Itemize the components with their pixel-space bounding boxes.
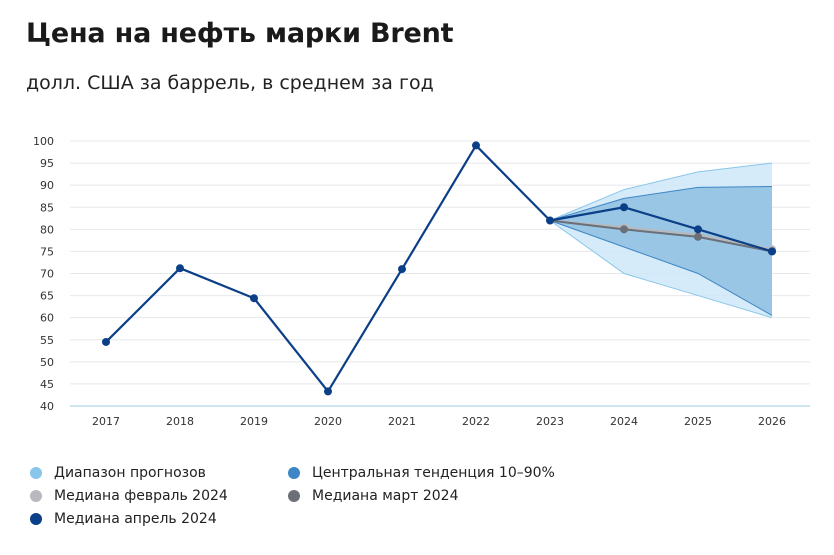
y-tick-label: 40 (40, 400, 54, 413)
y-tick-label: 75 (40, 245, 54, 258)
median-april-2024-point (620, 203, 628, 212)
legend-item-median-feb: Медиана февраль 2024 (30, 488, 228, 504)
legend-item-median-mar: Медиана март 2024 (288, 488, 459, 504)
x-tick-label: 2019 (240, 415, 268, 428)
median-april-2024-point (472, 141, 480, 150)
forecast-range-lower-edge (549, 220, 773, 319)
y-tick-label: 50 (40, 356, 54, 369)
x-tick-label: 2017 (92, 415, 120, 428)
y-tick-label: 70 (40, 268, 54, 281)
y-tick-label: 60 (40, 312, 54, 325)
forecast-range-upper-edge (549, 162, 773, 221)
central-tendency-band (550, 186, 772, 316)
legend-label-forecast-range: Диапазон прогнозов (54, 465, 206, 481)
median-march-2024-line (549, 219, 773, 253)
median-april-2024-line (105, 144, 773, 393)
y-tick-label: 85 (40, 201, 54, 214)
legend-swatch-median-apr (30, 513, 42, 525)
median-april-2024-point (324, 387, 332, 396)
y-tick-label: 45 (40, 378, 54, 391)
y-tick-label: 100 (33, 135, 54, 148)
x-tick-label: 2021 (388, 415, 416, 428)
median-april-2024-point (546, 216, 554, 225)
legend-item-central-tendency: Центральная тенденция 10–90% (288, 465, 555, 481)
legend-swatch-central-tendency (288, 467, 300, 479)
legend-label-median-feb: Медиана февраль 2024 (54, 488, 228, 504)
y-tick-label: 55 (40, 334, 54, 347)
median-april-2024-point (694, 225, 702, 234)
median-april-2024-point (102, 337, 110, 346)
legend-item-median-apr: Медиана апрель 2024 (30, 511, 217, 527)
median-march-2024-point (694, 232, 702, 241)
legend-swatch-median-mar (288, 490, 300, 502)
y-tick-label: 90 (40, 179, 54, 192)
x-tick-label: 2018 (166, 415, 194, 428)
median-april-2024-point (250, 294, 258, 303)
x-tick-label: 2026 (758, 415, 786, 428)
legend-label-median-mar: Медиана март 2024 (312, 488, 459, 504)
central-tendency-lower-edge (549, 220, 773, 316)
y-tick-label: 80 (40, 223, 54, 236)
median-march-2024-point (620, 225, 628, 234)
legend-label-median-apr: Медиана апрель 2024 (54, 511, 217, 527)
median-april-2024-point (398, 265, 406, 274)
x-tick-label: 2020 (314, 415, 342, 428)
legend-swatch-forecast-range (30, 467, 42, 479)
median-april-2024-point (176, 264, 184, 273)
legend-label-central-tendency: Центральная тенденция 10–90% (312, 465, 555, 481)
central-tendency-upper-edge (549, 185, 773, 221)
median-april-2024-point (768, 247, 776, 256)
x-tick-label: 2023 (536, 415, 564, 428)
x-tick-label: 2022 (462, 415, 490, 428)
legend-item-forecast-range: Диапазон прогнозов (30, 465, 206, 481)
chart-title: Цена на нефть марки Brent (26, 18, 454, 49)
y-tick-label: 95 (40, 157, 54, 170)
legend-swatch-median-feb (30, 490, 42, 502)
y-tick-label: 65 (40, 290, 54, 303)
x-tick-label: 2024 (610, 415, 638, 428)
chart-subtitle: долл. США за баррель, в среднем за год (26, 72, 434, 94)
x-tick-label: 2025 (684, 415, 712, 428)
median-february-2024-line (549, 219, 773, 251)
